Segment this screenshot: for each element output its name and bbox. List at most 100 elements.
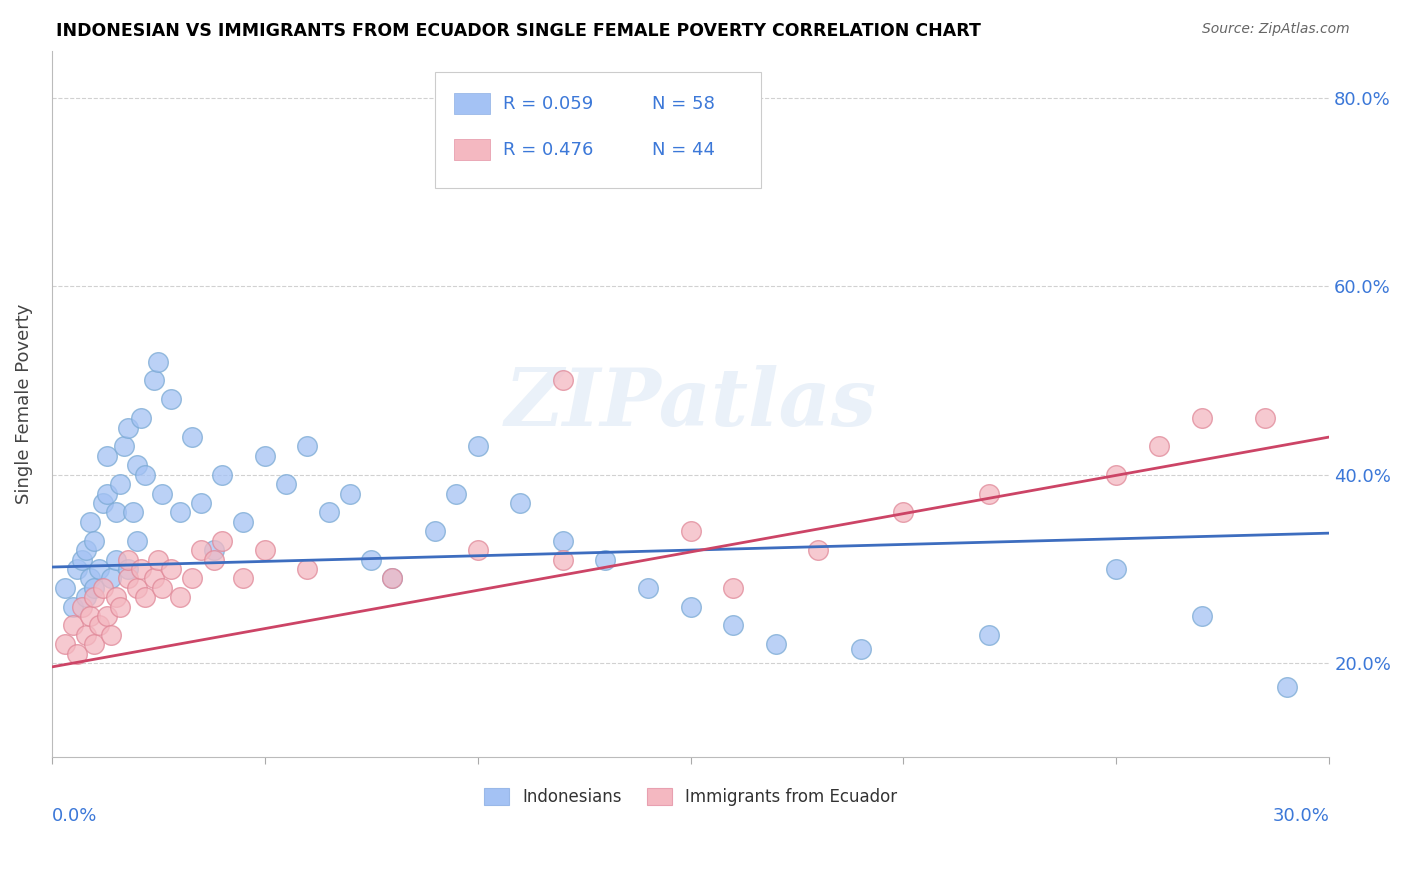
Point	[62, 618, 84, 632]
Point	[75, 591, 97, 605]
Point	[125, 458, 148, 473]
Point	[977, 486, 1000, 500]
Point	[79, 609, 101, 624]
Point	[232, 571, 254, 585]
Point	[339, 486, 361, 500]
Point	[112, 439, 135, 453]
Point	[134, 591, 156, 605]
Text: ZIPatlas: ZIPatlas	[505, 366, 876, 442]
Point	[467, 439, 489, 453]
Point	[129, 411, 152, 425]
Text: N = 44: N = 44	[652, 141, 716, 159]
Point	[87, 618, 110, 632]
Point	[253, 449, 276, 463]
Point	[79, 571, 101, 585]
Point	[551, 533, 574, 548]
Text: INDONESIAN VS IMMIGRANTS FROM ECUADOR SINGLE FEMALE POVERTY CORRELATION CHART: INDONESIAN VS IMMIGRANTS FROM ECUADOR SI…	[56, 22, 981, 40]
Point	[66, 647, 89, 661]
Text: R = 0.059: R = 0.059	[503, 95, 593, 112]
Point	[129, 562, 152, 576]
Point	[318, 505, 340, 519]
Point	[721, 618, 744, 632]
Point	[70, 552, 93, 566]
Point	[977, 628, 1000, 642]
Point	[202, 543, 225, 558]
Point	[893, 505, 915, 519]
Point	[595, 552, 617, 566]
Point	[70, 599, 93, 614]
Point	[1105, 467, 1128, 482]
Point	[190, 543, 212, 558]
FancyBboxPatch shape	[454, 139, 489, 161]
Text: N = 58: N = 58	[652, 95, 716, 112]
Point	[100, 571, 122, 585]
Point	[232, 515, 254, 529]
Point	[211, 533, 233, 548]
Point	[96, 609, 118, 624]
Point	[679, 524, 702, 539]
Text: 0.0%: 0.0%	[52, 807, 97, 825]
Point	[1147, 439, 1170, 453]
Point	[83, 581, 105, 595]
Point	[211, 467, 233, 482]
Point	[117, 420, 139, 434]
Point	[202, 552, 225, 566]
Point	[108, 477, 131, 491]
Point	[125, 533, 148, 548]
Text: R = 0.476: R = 0.476	[503, 141, 593, 159]
Point	[360, 552, 382, 566]
Point	[91, 496, 114, 510]
Point	[75, 628, 97, 642]
Point	[83, 637, 105, 651]
FancyBboxPatch shape	[454, 93, 489, 114]
Point	[134, 467, 156, 482]
Point	[83, 591, 105, 605]
Point	[849, 642, 872, 657]
Point	[117, 571, 139, 585]
Point	[551, 552, 574, 566]
Point	[1191, 411, 1213, 425]
Point	[117, 552, 139, 566]
Point	[446, 486, 468, 500]
Point	[96, 486, 118, 500]
Point	[381, 571, 404, 585]
Point	[87, 562, 110, 576]
Point	[96, 449, 118, 463]
Point	[274, 477, 297, 491]
Point	[509, 496, 531, 510]
Point	[721, 581, 744, 595]
Point	[190, 496, 212, 510]
Point	[79, 515, 101, 529]
Point	[91, 581, 114, 595]
Point	[148, 354, 170, 368]
Point	[551, 374, 574, 388]
Point	[148, 552, 170, 566]
Y-axis label: Single Female Poverty: Single Female Poverty	[15, 304, 32, 504]
Text: Source: ZipAtlas.com: Source: ZipAtlas.com	[1202, 22, 1350, 37]
Point	[142, 571, 165, 585]
Point	[53, 581, 76, 595]
Point	[637, 581, 659, 595]
Point	[104, 552, 127, 566]
Point	[83, 533, 105, 548]
Point	[160, 392, 183, 407]
Point	[160, 562, 183, 576]
Point	[1105, 562, 1128, 576]
Point	[297, 562, 319, 576]
Point	[53, 637, 76, 651]
FancyBboxPatch shape	[434, 72, 761, 188]
Point	[297, 439, 319, 453]
Point	[75, 543, 97, 558]
Point	[121, 505, 143, 519]
Point	[152, 486, 174, 500]
Point	[108, 599, 131, 614]
Point	[467, 543, 489, 558]
Point	[152, 581, 174, 595]
Point	[104, 505, 127, 519]
Legend: Indonesians, Immigrants from Ecuador: Indonesians, Immigrants from Ecuador	[477, 781, 904, 813]
Point	[169, 591, 191, 605]
Point	[381, 571, 404, 585]
Point	[1191, 609, 1213, 624]
Point	[125, 581, 148, 595]
Point	[62, 599, 84, 614]
